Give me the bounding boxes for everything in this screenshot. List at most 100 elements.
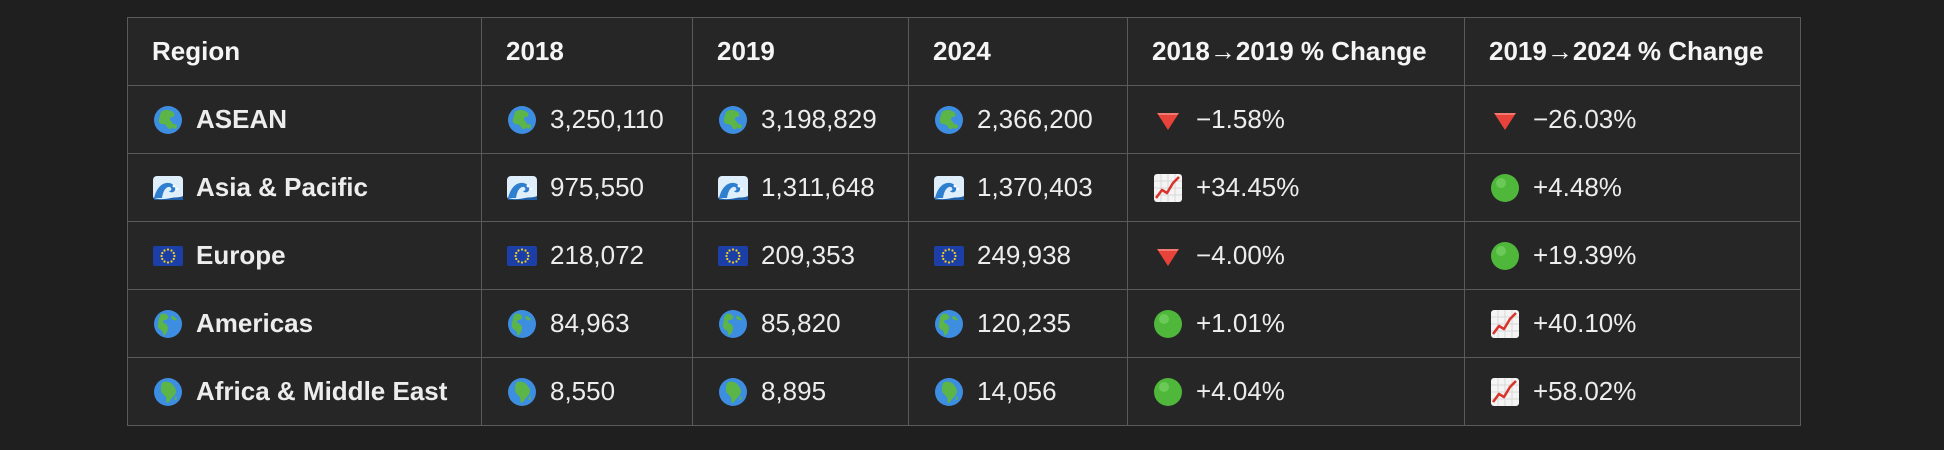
change-2019-2024-cell: +40.10% [1464,289,1801,358]
value-2019-cell: 209,353 [692,221,909,290]
globe-americas-icon [717,308,749,340]
value-2019-cell-text: 85,820 [761,308,841,338]
value-2019-cell-text: 3,198,829 [761,104,877,134]
eu-flag-icon [152,240,184,272]
value-2018-cell: 218,072 [481,221,693,290]
globe-asia-icon [152,104,184,136]
change-2018-2019-cell: −4.00% [1127,221,1465,290]
change-2018-2019-cell: −1.58% [1127,85,1465,154]
globe-americas-icon [506,308,538,340]
wave-icon [152,172,184,204]
region-cell: Africa & Middle East [127,357,482,426]
change-2019-2024-cell-text: +4.48% [1533,172,1622,202]
green-circle-icon [1152,376,1184,408]
change-2019-2024-cell: −26.03% [1464,85,1801,154]
value-2018-cell: 3,250,110 [481,85,693,154]
change-2019-2024-cell-text: +40.10% [1533,308,1637,338]
globe-americas-icon [933,308,965,340]
value-2018-cell: 84,963 [481,289,693,358]
value-2024-cell-text: 120,235 [977,308,1071,338]
green-circle-icon [1489,240,1521,272]
region-cell: ASEAN [127,85,482,154]
table-row: Europe 218,072 209,353 249,938 −4.00% +19.39% [127,221,1801,290]
wave-icon [933,172,965,204]
change-2018-2019-cell-text: +4.04% [1196,376,1285,406]
value-2019-cell: 1,311,648 [692,153,909,222]
table-row: Africa & Middle East 8,550 8,895 14,056 +4.0… [127,357,1801,426]
table-container: Region 2018 2019 2024 2018→2019 % Change… [127,17,1801,426]
region-comparison-table: Region 2018 2019 2024 2018→2019 % Change… [127,17,1801,426]
value-2024-cell: 249,938 [908,221,1128,290]
chart-increasing-icon [1152,172,1184,204]
region-cell-text: Americas [196,308,314,338]
column-header-region: Region [127,17,482,86]
value-2018-cell-text: 8,550 [550,376,616,406]
value-2024-cell-text: 1,370,403 [977,172,1093,202]
green-circle-icon [1152,308,1184,340]
value-2018-cell-text: 3,250,110 [550,104,664,134]
globe-asia-icon [506,104,538,136]
globe-asia-icon [717,104,749,136]
value-2024-cell: 120,235 [908,289,1128,358]
value-2018-cell-text: 218,072 [550,240,644,270]
globe-africa-icon [152,376,184,408]
change-2019-2024-cell: +19.39% [1464,221,1801,290]
value-2018-cell: 975,550 [481,153,693,222]
globe-africa-icon [933,376,965,408]
wave-icon [717,172,749,204]
change-2018-2019-cell-text: +1.01% [1196,308,1285,338]
column-header-2024: 2024 [908,17,1128,86]
table-row: Asia & Pacific 975,550 1,311,648 1,370,403 +… [127,153,1801,222]
column-header-change-2019-2024: 2019→2024 % Change [1464,17,1801,86]
value-2024-cell: 14,056 [908,357,1128,426]
chart-increasing-icon [1489,308,1521,340]
globe-americas-icon [152,308,184,340]
change-2019-2024-cell-text: +58.02% [1533,376,1637,406]
change-2018-2019-cell-text: +34.45% [1196,172,1300,202]
table-row: ASEAN 3,250,110 3,198,829 2,366,200 −1.58% −2… [127,85,1801,154]
value-2019-cell: 85,820 [692,289,909,358]
globe-asia-icon [933,104,965,136]
globe-africa-icon [717,376,749,408]
value-2018-cell-text: 84,963 [550,308,630,338]
change-2019-2024-cell: +4.48% [1464,153,1801,222]
value-2019-cell-text: 8,895 [761,376,827,406]
change-2018-2019-cell: +4.04% [1127,357,1465,426]
column-header-2019: 2019 [692,17,909,86]
region-cell: Europe [127,221,482,290]
green-circle-icon [1489,172,1521,204]
value-2019-cell-text: 1,311,648 [761,172,875,202]
globe-africa-icon [506,376,538,408]
value-2018-cell: 8,550 [481,357,693,426]
red-triangle-down-icon [1489,104,1521,136]
table-header-row: Region 2018 2019 2024 2018→2019 % Change… [127,17,1801,86]
value-2024-cell-text: 2,366,200 [977,104,1093,134]
value-2018-cell-text: 975,550 [550,172,644,202]
column-header-change-2018-2019: 2018→2019 % Change [1127,17,1465,86]
region-cell: Asia & Pacific [127,153,482,222]
red-triangle-down-icon [1152,240,1184,272]
value-2019-cell-text: 209,353 [761,240,855,270]
column-header-2018: 2018 [481,17,693,86]
change-2019-2024-cell: +58.02% [1464,357,1801,426]
eu-flag-icon [717,240,749,272]
change-2018-2019-cell: +34.45% [1127,153,1465,222]
change-2018-2019-cell: +1.01% [1127,289,1465,358]
eu-flag-icon [933,240,965,272]
change-2018-2019-cell-text: −1.58% [1196,104,1285,134]
eu-flag-icon [506,240,538,272]
value-2024-cell-text: 14,056 [977,376,1057,406]
chart-increasing-icon [1489,376,1521,408]
change-2018-2019-cell-text: −4.00% [1196,240,1285,270]
value-2019-cell: 3,198,829 [692,85,909,154]
change-2019-2024-cell-text: −26.03% [1533,104,1637,134]
wave-icon [506,172,538,204]
red-triangle-down-icon [1152,104,1184,136]
table-row: Americas 84,963 85,820 120,235 +1.01% +40.10% [127,289,1801,358]
value-2019-cell: 8,895 [692,357,909,426]
value-2024-cell: 1,370,403 [908,153,1128,222]
region-cell-text: Asia & Pacific [196,172,368,202]
change-2019-2024-cell-text: +19.39% [1533,240,1637,270]
region-cell: Americas [127,289,482,358]
region-cell-text: Africa & Middle East [196,376,448,406]
